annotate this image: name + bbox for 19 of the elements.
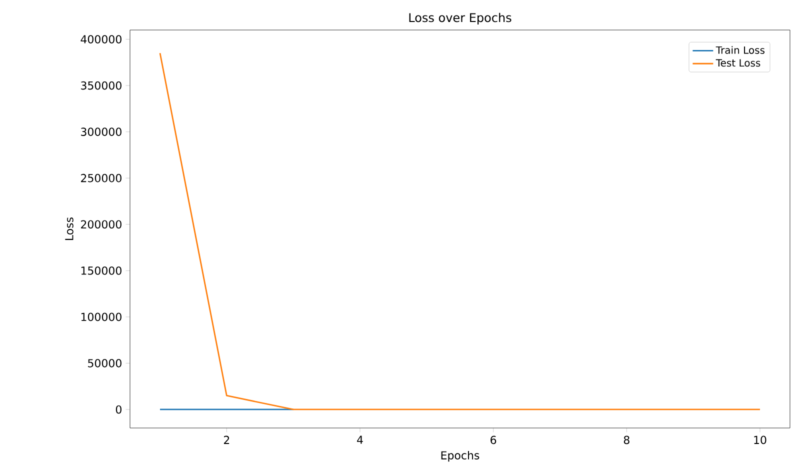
y-tick-label: 400000 bbox=[80, 35, 122, 44]
y-tick-label: 350000 bbox=[81, 81, 122, 90]
y-axis-title: Loss bbox=[65, 217, 74, 240]
y-tick-label: 50000 bbox=[88, 359, 122, 368]
x-tick-label: 4 bbox=[357, 436, 363, 444]
x-axis-title: Epochs bbox=[441, 450, 480, 462]
chart-title: Loss over Epochs bbox=[409, 12, 512, 24]
legend-label: Train Loss bbox=[716, 46, 765, 54]
x-tick-label: 6 bbox=[490, 436, 496, 444]
x-tick-label: 8 bbox=[624, 436, 630, 444]
x-tick-label: 2 bbox=[224, 436, 230, 444]
y-tick-label: 250000 bbox=[81, 174, 122, 182]
y-tick-label: 150000 bbox=[81, 266, 122, 275]
y-tick-label: 200000 bbox=[81, 220, 122, 229]
x-tick-label: 10 bbox=[754, 436, 766, 444]
y-tick-label: 0 bbox=[116, 405, 122, 414]
y-tick-label: 100000 bbox=[81, 312, 122, 322]
legend-label: Test Loss bbox=[716, 59, 760, 67]
y-tick-label: 300000 bbox=[81, 128, 122, 136]
